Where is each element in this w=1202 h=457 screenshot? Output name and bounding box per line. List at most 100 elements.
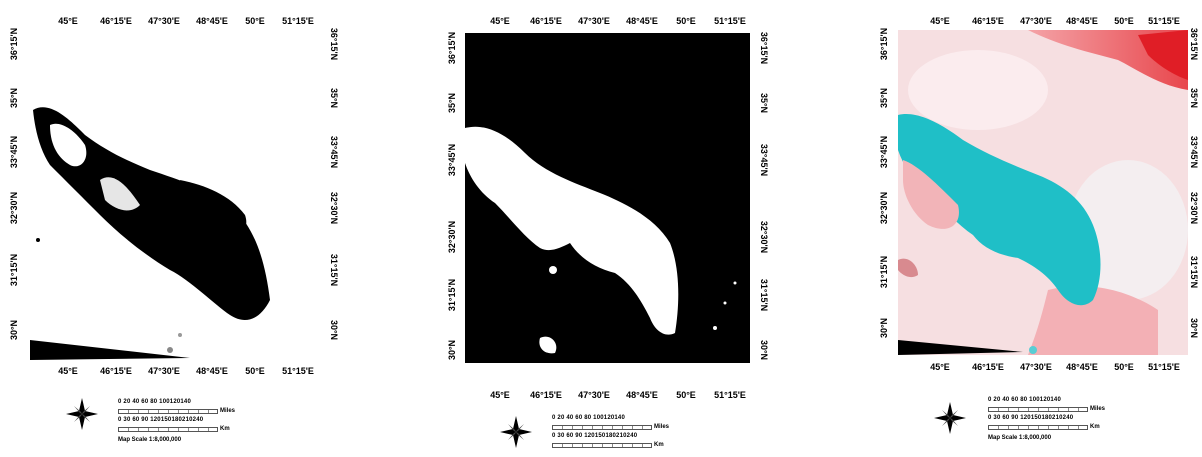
map-frame bbox=[898, 30, 1188, 355]
map-scale-text: Map Scale 1:8,000,000 bbox=[988, 435, 1052, 441]
lat-tick-left: 30°N bbox=[447, 339, 457, 361]
lon-tick-bottom: 51°15'E bbox=[282, 366, 314, 376]
lon-tick-bottom: 50°E bbox=[676, 390, 696, 400]
lat-tick-left: 33°45'N bbox=[9, 135, 19, 169]
lon-tick-top: 48°45'E bbox=[1066, 16, 1098, 26]
lon-tick-bottom: 45°E bbox=[930, 362, 950, 372]
lat-tick-left: 36°15'N bbox=[447, 31, 457, 65]
lat-tick-left: 35°N bbox=[879, 87, 889, 109]
map-panel-1: 45°E 46°15'E 47°30'E 48°45'E 50°E 51°15'… bbox=[0, 0, 360, 457]
lon-tick-top: 50°E bbox=[245, 16, 265, 26]
lon-tick-bottom: 47°30'E bbox=[148, 366, 180, 376]
lat-tick-right: 31°15'N bbox=[329, 253, 339, 287]
km-scale-numbers: 0 30 60 90 120150180210240 bbox=[988, 415, 1074, 421]
km-unit-label: Km bbox=[220, 426, 230, 432]
lat-tick-right: 36°15'N bbox=[1189, 27, 1199, 61]
lon-tick-bottom: 50°E bbox=[1114, 362, 1134, 372]
lat-tick-right: 30°N bbox=[1189, 317, 1199, 339]
lon-tick-top: 47°30'E bbox=[148, 16, 180, 26]
lat-tick-left: 32°30'N bbox=[9, 191, 19, 225]
lat-tick-right: 30°N bbox=[759, 339, 769, 361]
lon-tick-top: 46°15'E bbox=[100, 16, 132, 26]
lon-tick-top: 45°E bbox=[58, 16, 78, 26]
lat-tick-right: 33°45'N bbox=[1189, 135, 1199, 169]
lat-tick-right: 36°15'N bbox=[329, 27, 339, 61]
lon-tick-bottom: 45°E bbox=[58, 366, 78, 376]
km-scale-bar bbox=[988, 425, 1088, 430]
lon-tick-top: 51°15'E bbox=[282, 16, 314, 26]
lat-tick-right: 32°30'N bbox=[1189, 191, 1199, 225]
lat-tick-right: 36°15'N bbox=[759, 31, 769, 65]
km-unit-label: Km bbox=[1090, 424, 1100, 430]
lon-tick-top: 51°15'E bbox=[714, 16, 746, 26]
lon-tick-top: 47°30'E bbox=[1020, 16, 1052, 26]
lon-tick-bottom: 51°15'E bbox=[714, 390, 746, 400]
lon-tick-top: 50°E bbox=[676, 16, 696, 26]
lon-tick-top: 48°45'E bbox=[626, 16, 658, 26]
lon-tick-bottom: 46°15'E bbox=[530, 390, 562, 400]
lon-tick-bottom: 48°45'E bbox=[196, 366, 228, 376]
lat-tick-left: 31°15'N bbox=[9, 253, 19, 287]
km-scale-numbers: 0 30 60 90 120150180210240 bbox=[118, 417, 204, 423]
lat-tick-left: 31°15'N bbox=[879, 255, 889, 289]
lat-tick-right: 32°30'N bbox=[759, 220, 769, 254]
lat-tick-right: 33°45'N bbox=[759, 143, 769, 177]
north-arrow-compass-icon bbox=[500, 416, 532, 448]
km-scale-bar bbox=[118, 427, 218, 432]
map-panel-3: 45°E 46°15'E 47°30'E 48°45'E 50°E 51°15'… bbox=[860, 0, 1202, 457]
lon-tick-top: 46°15'E bbox=[972, 16, 1004, 26]
miles-scale-numbers: 0 20 40 60 80 100120140 bbox=[988, 397, 1061, 403]
lat-tick-left: 35°N bbox=[447, 92, 457, 114]
km-scale-bar bbox=[552, 443, 652, 448]
lat-tick-left: 30°N bbox=[9, 319, 19, 341]
miles-scale-bar bbox=[988, 407, 1088, 412]
lon-tick-top: 47°30'E bbox=[578, 16, 610, 26]
miles-scale-numbers: 0 20 40 60 80 100120140 bbox=[118, 399, 191, 405]
lat-tick-left: 33°45'N bbox=[879, 135, 889, 169]
lat-tick-left: 35°N bbox=[9, 87, 19, 109]
miles-unit-label: Miles bbox=[1090, 406, 1106, 412]
scale-bar-legend: 0 20 40 60 80 100120140 Miles 0 30 60 90… bbox=[552, 414, 669, 450]
lon-tick-top: 46°15'E bbox=[530, 16, 562, 26]
miles-scale-numbers: 0 20 40 60 80 100120140 bbox=[552, 415, 625, 421]
lat-tick-left: 32°30'N bbox=[447, 220, 457, 254]
lat-tick-right: 35°N bbox=[329, 87, 339, 109]
lat-tick-left: 36°15'N bbox=[879, 27, 889, 61]
miles-unit-label: Miles bbox=[654, 424, 670, 430]
map-panel-2: 45°E 46°15'E 47°30'E 48°45'E 50°E 51°15'… bbox=[430, 0, 780, 457]
lon-tick-top: 48°45'E bbox=[196, 16, 228, 26]
lon-tick-top: 51°15'E bbox=[1148, 16, 1180, 26]
map-frame bbox=[465, 33, 750, 363]
lon-tick-bottom: 46°15'E bbox=[100, 366, 132, 376]
lon-tick-bottom: 48°45'E bbox=[626, 390, 658, 400]
binary-classification-map bbox=[465, 126, 737, 354]
lon-tick-top: 50°E bbox=[1114, 16, 1134, 26]
miles-scale-bar bbox=[118, 409, 218, 414]
lat-tick-right: 31°15'N bbox=[759, 278, 769, 312]
lon-tick-bottom: 50°E bbox=[245, 366, 265, 376]
lat-tick-right: 33°45'N bbox=[329, 135, 339, 169]
lat-tick-right: 30°N bbox=[329, 319, 339, 341]
lat-tick-left: 30°N bbox=[879, 317, 889, 339]
km-scale-numbers: 0 30 60 90 120150180210240 bbox=[552, 433, 638, 439]
lat-tick-right: 35°N bbox=[759, 92, 769, 114]
map-frame bbox=[30, 30, 322, 360]
lon-tick-bottom: 46°15'E bbox=[972, 362, 1004, 372]
lon-tick-bottom: 48°45'E bbox=[1066, 362, 1098, 372]
lat-tick-right: 35°N bbox=[1189, 87, 1199, 109]
lat-tick-left: 36°15'N bbox=[9, 27, 19, 61]
map-scale-text: Map Scale 1:8,000,000 bbox=[118, 437, 182, 443]
north-arrow-compass-icon bbox=[66, 398, 98, 430]
north-arrow-compass-icon bbox=[934, 402, 966, 434]
miles-unit-label: Miles bbox=[220, 408, 236, 414]
lat-tick-left: 33°45'N bbox=[447, 143, 457, 177]
lat-tick-left: 31°15'N bbox=[447, 278, 457, 312]
false-color-composite-map bbox=[898, 30, 1188, 355]
miles-scale-bar bbox=[552, 425, 652, 430]
lat-tick-left: 32°30'N bbox=[879, 191, 889, 225]
lon-tick-bottom: 45°E bbox=[490, 390, 510, 400]
binary-classification-map bbox=[30, 107, 270, 360]
lat-tick-right: 31°15'N bbox=[1189, 255, 1199, 289]
lon-tick-bottom: 47°30'E bbox=[578, 390, 610, 400]
scale-bar-legend: 0 20 40 60 80 100120140 Miles 0 30 60 90… bbox=[988, 396, 1105, 441]
